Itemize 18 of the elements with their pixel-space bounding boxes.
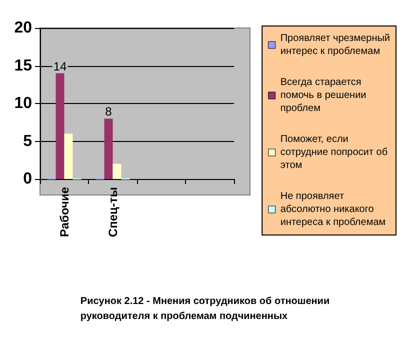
legend-label: Не проявляет абсолютно никакого интереса к проблемам — [280, 191, 386, 228]
y-tick-label: 0 — [23, 170, 32, 188]
text: Рисунок 2.12 - Мнения сотрудников об отношении руководителя к проблемам подчиненных — [80, 296, 330, 322]
legend-label: Поможет, если сотрудние попросит об этом — [280, 134, 388, 171]
x-tick-label: Рабочие — [57, 186, 72, 237]
y-tick-label: 10 — [14, 95, 32, 112]
y-tick-label: 20 — [14, 20, 32, 36]
legend-label: Проявляет чрезмерный интерес к проблемам — [280, 33, 390, 57]
bar — [104, 118, 113, 179]
data-label: 8 — [105, 104, 112, 119]
bar — [112, 164, 122, 179]
y-tick-label: 15 — [14, 57, 32, 74]
x-tick-label: Спец-ты — [106, 187, 120, 238]
data-label: 14 — [53, 59, 67, 74]
y-tick-label: 5 — [23, 132, 32, 150]
legend-label: Всегда старается помочь в решении проблем — [280, 77, 366, 114]
bar — [56, 73, 64, 179]
bar — [64, 134, 73, 179]
